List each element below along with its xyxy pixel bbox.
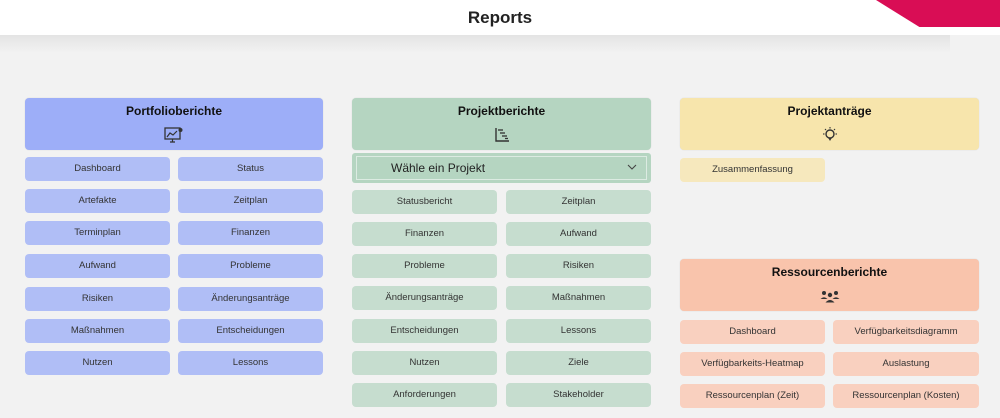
projekt-risiken-button[interactable]: Risiken — [506, 254, 651, 278]
projekt-finanzen-button[interactable]: Finanzen — [352, 222, 497, 246]
projekt-title: Projektberichte — [457, 104, 546, 118]
portfolio-nutzen-button[interactable]: Nutzen — [25, 351, 170, 375]
antraege-header-card: Projektanträge — [680, 98, 979, 150]
antraege-zusammenfassung-button[interactable]: Zusammenfassung — [680, 158, 825, 182]
projekt-aufwand-button[interactable]: Aufwand — [506, 222, 651, 246]
chart-monitor-icon — [164, 127, 183, 143]
gantt-chart-icon — [494, 128, 509, 142]
ressourcen-auslastung-button[interactable]: Auslastung — [833, 352, 979, 376]
projekt-zeitplan-button[interactable]: Zeitplan — [506, 190, 651, 214]
projekt-massnahmen-button[interactable]: Maßnahmen — [506, 286, 651, 310]
portfolio-massnahmen-button[interactable]: Maßnahmen — [25, 319, 170, 343]
people-group-icon — [820, 291, 839, 303]
header-shadow — [0, 35, 950, 53]
page-title: Reports — [467, 8, 533, 27]
portfolio-terminplan-button[interactable]: Terminplan — [25, 221, 170, 245]
project-select-dropdown[interactable]: Wähle ein Projekt — [352, 153, 651, 183]
portfolio-finanzen-button[interactable]: Finanzen — [178, 221, 323, 245]
portfolio-entscheidungen-button[interactable]: Entscheidungen — [178, 319, 323, 343]
projekt-nutzen-button[interactable]: Nutzen — [352, 351, 497, 375]
projekt-aenderungsantraege-button[interactable]: Änderungsanträge — [352, 286, 497, 310]
ressourcen-ressourcenplan-zeit-button[interactable]: Ressourcenplan (Zeit) — [680, 384, 825, 408]
projekt-lessons-button[interactable]: Lessons — [506, 319, 651, 343]
portfolio-risiken-button[interactable]: Risiken — [25, 287, 170, 311]
projekt-ziele-button[interactable]: Ziele — [506, 351, 651, 375]
portfolio-title: Portfolioberichte — [125, 104, 222, 118]
projekt-header-card: Projektberichte — [352, 98, 651, 150]
header-bar — [0, 0, 1000, 35]
chevron-down-icon[interactable] — [627, 163, 637, 171]
antraege-title: Projektanträge — [787, 104, 872, 118]
ressourcen-verfuegbarkeits-heatmap-button[interactable]: Verfügbarkeits-Heatmap — [680, 352, 825, 376]
dropdown-placeholder: Wähle ein Projekt — [391, 161, 486, 175]
portfolio-zeitplan-button[interactable]: Zeitplan — [178, 189, 323, 213]
projekt-statusbericht-button[interactable]: Statusbericht — [352, 190, 497, 214]
projekt-anforderungen-button[interactable]: Anforderungen — [352, 383, 497, 407]
dropdown-inner-border: Wähle ein Projekt — [356, 156, 647, 180]
lightbulb-icon — [822, 127, 837, 141]
ressourcen-verfuegbarkeitsdiagramm-button[interactable]: Verfügbarkeitsdiagramm — [833, 320, 979, 344]
portfolio-lessons-button[interactable]: Lessons — [178, 351, 323, 375]
portfolio-header-card: Portfolioberichte — [25, 98, 323, 150]
projekt-probleme-button[interactable]: Probleme — [352, 254, 497, 278]
portfolio-artefakte-button[interactable]: Artefakte — [25, 189, 170, 213]
ressourcen-title: Ressourcenberichte — [771, 265, 888, 279]
portfolio-aenderungsantraege-button[interactable]: Änderungsanträge — [178, 287, 323, 311]
portfolio-status-button[interactable]: Status — [178, 157, 323, 181]
portfolio-dashboard-button[interactable]: Dashboard — [25, 157, 170, 181]
projekt-entscheidungen-button[interactable]: Entscheidungen — [352, 319, 497, 343]
ressourcen-header-card: Ressourcenberichte — [680, 259, 979, 311]
portfolio-probleme-button[interactable]: Probleme — [178, 254, 323, 278]
projekt-stakeholder-button[interactable]: Stakeholder — [506, 383, 651, 407]
portfolio-aufwand-button[interactable]: Aufwand — [25, 254, 170, 278]
ressourcen-ressourcenplan-kosten-button[interactable]: Ressourcenplan (Kosten) — [833, 384, 979, 408]
ressourcen-dashboard-button[interactable]: Dashboard — [680, 320, 825, 344]
